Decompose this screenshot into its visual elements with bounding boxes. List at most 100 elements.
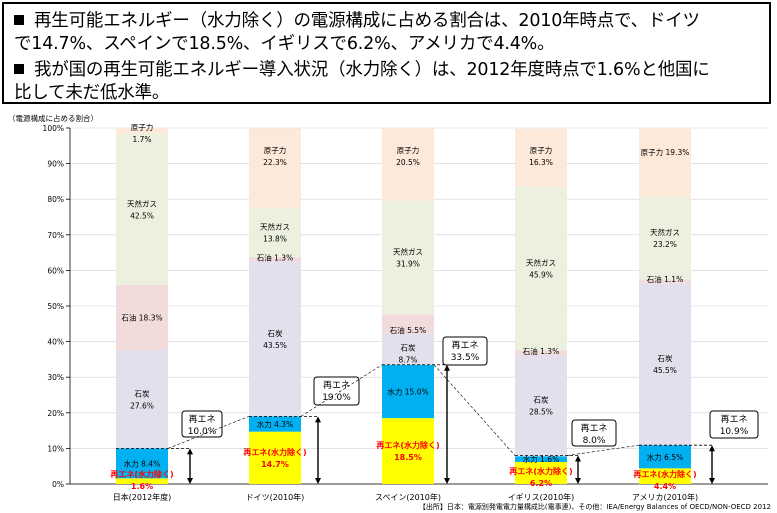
summary-bullet-1-line-1: 再生可能エネルギー（水力除く）の電源構成に占める割合は、2010年時点で、ドイツ [14, 10, 766, 32]
callout-value: 10.9% [720, 427, 749, 437]
oil-label: 石油 18.3% [121, 313, 162, 323]
bar-segment-oil [382, 314, 434, 334]
bar-segment-renewable [639, 468, 691, 484]
renewable-label: 再エネ(水力除く) 1.6% [110, 469, 173, 491]
y-tick-label: 60% [47, 266, 64, 275]
nuclear-label: 原子力 20.5% [396, 145, 420, 167]
callout-label: 再エネ [323, 380, 350, 391]
y-tick-label: 50% [47, 302, 64, 311]
oil-label: 石油 5.5% [390, 325, 426, 335]
callout-value: 8.0% [583, 436, 606, 446]
bar-segment-renewable [515, 461, 567, 484]
bullet-square-icon [14, 15, 24, 25]
dashed-connector [433, 364, 516, 456]
bar-segment-oil [639, 279, 691, 284]
callout-box [442, 336, 488, 366]
y-tick-label: 10% [47, 444, 64, 453]
summary-box: 再生可能エネルギー（水力除く）の電源構成に占める割合は、2010年時点で、ドイツ… [2, 2, 771, 104]
bar-segment-hydro [382, 364, 434, 419]
hydro-label: 水力 8.4% [124, 458, 160, 468]
summary-bullet-2-line-1: 我が国の再生可能エネルギー導入状況（水力除く）は、2012年度時点で1.6%と他… [14, 59, 766, 81]
bar-segment-nuclear [639, 128, 691, 197]
callout-box [709, 410, 759, 439]
coal-label: 石炭 28.5% [529, 396, 553, 417]
x-tick-label: イギリス(2010年) [508, 492, 575, 502]
bar-segment-oil [249, 256, 301, 262]
bullet-square-icon [14, 64, 24, 74]
bar-segment-renewable [249, 431, 301, 484]
bar-segment-nuclear [116, 127, 168, 134]
bar-segment-gas [515, 186, 567, 351]
callout-label: 再エネ [720, 414, 747, 425]
bar-segment-nuclear [249, 128, 301, 208]
callout-label: 再エネ [188, 414, 215, 425]
x-tick-label: ドイツ(2010年) [246, 492, 305, 502]
bar-segment-gas [382, 200, 434, 315]
gas-label: 天然ガス 45.9% [526, 257, 556, 279]
callout-box [571, 419, 617, 447]
bar-segment-nuclear [382, 127, 434, 201]
coal-label: 石炭 27.6% [130, 389, 154, 410]
callout-arrowhead-down [575, 478, 581, 484]
bar-segment-gas [116, 133, 168, 285]
dashed-connector [167, 416, 250, 449]
bar-segment-hydro [515, 456, 567, 462]
nuclear-label: 原子力 19.3% [641, 147, 690, 157]
y-tick-label: 0% [52, 480, 64, 489]
callout-label: 再エネ [580, 423, 607, 434]
renewable-label: 再エネ(水力除く) 4.4% [633, 469, 696, 491]
hydro-label: 水力 15.0% [387, 386, 428, 396]
renewable-label: 再エネ(水力除く) 6.2% [509, 466, 572, 488]
callout-arrowhead-down [709, 478, 715, 484]
hydro-label: 水力 4.3% [257, 419, 293, 429]
bar-segment-coal [249, 261, 301, 417]
callout-box [181, 410, 223, 438]
renewable-label: 再エネ(水力除く) 14.7% [243, 447, 306, 469]
callout-arrowhead-up [315, 416, 321, 423]
callout-arrowhead-down [315, 478, 321, 484]
oil-label: 石油 1.3% [523, 346, 559, 356]
x-tick-label: アメリカ(2010年) [632, 492, 698, 502]
gas-label: 天然ガス 31.9% [393, 246, 423, 268]
bar-segment-coal [639, 283, 691, 446]
bar-segment-coal [515, 354, 567, 457]
y-tick-label: 80% [47, 195, 64, 204]
callout-label: 再エネ [451, 340, 478, 351]
y-tick-label: 100% [43, 124, 64, 133]
callout-value: 19.0% [322, 393, 351, 403]
y-tick-label: 20% [47, 409, 64, 418]
callout-value: 33.5% [451, 353, 480, 363]
y-tick-label: 40% [47, 338, 64, 347]
y-tick-label: 90% [47, 160, 64, 169]
dashed-connector [300, 364, 383, 417]
hydro-label: 水力 6.5% [647, 452, 683, 462]
nuclear-label: 原子力 22.3% [263, 145, 287, 167]
callout-value: 10.0% [188, 427, 217, 437]
gas-label: 天然ガス 23.2% [650, 227, 680, 249]
oil-label: 石油 1.1% [647, 274, 683, 284]
bar-segment-gas [249, 207, 301, 257]
callout-arrowhead-up [709, 445, 715, 452]
bar-segment-renewable [382, 418, 434, 484]
callout-arrowhead-down [444, 478, 450, 484]
bar-segment-gas [639, 196, 691, 280]
gas-label: 天然ガス 42.5% [127, 198, 157, 220]
renewable-label: 再エネ(水力除く) 18.5% [376, 440, 439, 462]
bar-segment-coal [382, 333, 434, 365]
nuclear-label: 原子力 1.7% [131, 122, 154, 144]
hydro-label: 水力 1.6% [523, 454, 559, 464]
gas-label: 天然ガス 13.8% [260, 221, 290, 243]
callout-arrowhead-down [187, 478, 193, 484]
bar-segment-hydro [639, 445, 691, 469]
callout-arrowhead-up [575, 455, 581, 462]
coal-label: 石炭 8.7% [398, 343, 417, 364]
summary-bullet-2-line-2: 比して未だ低水準。 [14, 83, 170, 103]
x-tick-label: スペイン(2010年) [375, 492, 441, 502]
nuclear-label: 原子力 16.3% [529, 145, 553, 167]
bar-segment-nuclear [515, 128, 567, 187]
oil-label: 石油 1.3% [257, 253, 293, 263]
bar-segment-coal [116, 350, 168, 449]
dashed-connector [566, 444, 640, 456]
y-tick-label: 30% [47, 373, 64, 382]
